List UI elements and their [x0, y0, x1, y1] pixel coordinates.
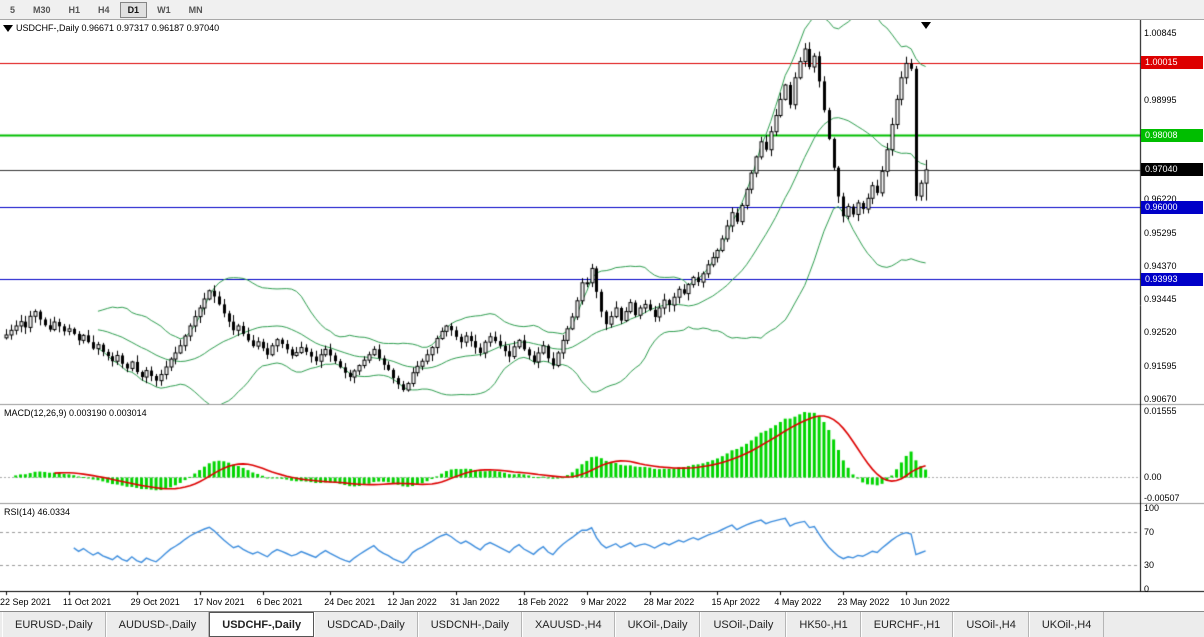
date-axis-label: 11 Oct 2021 [62, 597, 112, 607]
price-line-tag: 0.98008 [1141, 128, 1203, 142]
price-line-tag: 0.93993 [1141, 272, 1203, 286]
price-line-tag: 1.00015 [1141, 56, 1203, 70]
date-axis-label: 12 Jan 2022 [387, 597, 437, 607]
price-axis-tick: 0.91595 [1144, 360, 1177, 371]
chart-tab-ukoil-h4[interactable]: UKOil-,H4 [1028, 612, 1105, 637]
rsi-axis-tick: 100 [1144, 503, 1160, 513]
date-axis-label: 15 Apr 2022 [711, 597, 761, 607]
date-axis-label: 24 Dec 2021 [324, 597, 376, 607]
price-axis-tick: 0.92520 [1144, 327, 1177, 338]
chart-corner-marker-icon [3, 25, 13, 32]
chart-tab-ukoil-daily[interactable]: UKOil-,Daily [614, 612, 701, 637]
date-axis-label: 23 May 2022 [837, 597, 890, 607]
symbol-ohlc-label: USDCHF-,Daily 0.96671 0.97317 0.96187 0.… [16, 23, 220, 33]
rsi-axis-tick: 70 [1144, 527, 1155, 538]
price-axis-tick: 0.95295 [1144, 227, 1177, 238]
price-axis-tick: 1.00845 [1144, 28, 1177, 38]
rsi-axis-tick: 0 [1144, 584, 1150, 594]
chart-tab-usoil-h4[interactable]: USOil-,H4 [953, 612, 1029, 637]
timeframe-button-h1[interactable]: H1 [68, 4, 81, 15]
date-axis-label: 18 Feb 2022 [517, 597, 569, 607]
date-axis-label: 17 Nov 2021 [193, 597, 245, 607]
timeframe-button-d1[interactable]: D1 [119, 1, 148, 18]
price-line-tag: 0.96000 [1141, 200, 1203, 214]
timeframe-toolbar: 5 M30 H1 H4 D1 W1 MN [0, 0, 1204, 20]
price-axis-tick: 0.93445 [1144, 294, 1177, 305]
timeframe-button-w1[interactable]: W1 [157, 4, 171, 15]
chart-tab-usoil-daily[interactable]: USOil-,Daily [700, 612, 787, 637]
date-axis-label: 28 Mar 2022 [643, 597, 695, 607]
chart-tab-hk50-h1[interactable]: HK50-,H1 [786, 612, 861, 637]
current-bar-marker-icon [920, 22, 931, 29]
chart-tab-eurusd-daily[interactable]: EURUSD-,Daily [2, 612, 106, 637]
chart-tab-xauusd-h4[interactable]: XAUUSD-,H4 [521, 612, 615, 637]
timeframe-button-m30[interactable]: M30 [33, 4, 51, 15]
macd-axis-tick: 0.01555 [1144, 406, 1177, 416]
timeframe-button-mn[interactable]: MN [188, 4, 203, 15]
timeframe-button-h4[interactable]: H4 [98, 4, 110, 15]
macd-axis-tick: -0.00507 [1144, 493, 1180, 503]
chart-tab-eurchf-h1[interactable]: EURCHF-,H1 [860, 612, 954, 637]
price-line-tag: 0.97040 [1141, 163, 1203, 177]
chart-tab-usdcnh-daily[interactable]: USDCNH-,Daily [417, 612, 522, 637]
price-axis-tick: 0.98995 [1144, 94, 1177, 105]
chart-tab-audusd-daily[interactable]: AUDUSD-,Daily [105, 612, 210, 637]
macd-axis-tick: 0.00 [1144, 471, 1162, 482]
rsi-axis-tick: 30 [1144, 559, 1155, 570]
chart-tab-bar: EURUSD-,Daily AUDUSD-,Daily USDCHF-,Daily U… [0, 611, 1204, 637]
price-axis-tick: 0.90670 [1144, 394, 1177, 404]
rsi-indicator-label: RSI(14) 46.0334 [4, 507, 71, 517]
date-axis-label: 31 Jan 2022 [450, 597, 500, 607]
date-axis-label: 9 Mar 2022 [580, 597, 627, 607]
macd-indicator-label: MACD(12,26,9) 0.003190 0.003014 [4, 408, 147, 418]
date-axis-label: 6 Dec 2021 [256, 597, 303, 607]
date-axis-label: 4 May 2022 [774, 597, 822, 607]
chart-tab-usdchf-daily[interactable]: USDCHF-,Daily [209, 612, 315, 637]
chart-canvas[interactable] [0, 20, 1204, 611]
date-axis-label: 22 Sep 2021 [0, 597, 52, 607]
timeframe-button-5[interactable]: 5 [10, 4, 16, 15]
chart-area: USDCHF-,Daily 0.96671 0.97317 0.96187 0.… [0, 20, 1204, 611]
price-axis-tick: 0.96220 [1144, 194, 1177, 205]
chart-tab-usdcad-daily[interactable]: USDCAD-,Daily [314, 612, 418, 637]
price-axis-tick: 0.94370 [1144, 260, 1177, 271]
date-axis-label: 29 Oct 2021 [130, 597, 180, 607]
date-axis-label: 10 Jun 2022 [900, 597, 950, 607]
